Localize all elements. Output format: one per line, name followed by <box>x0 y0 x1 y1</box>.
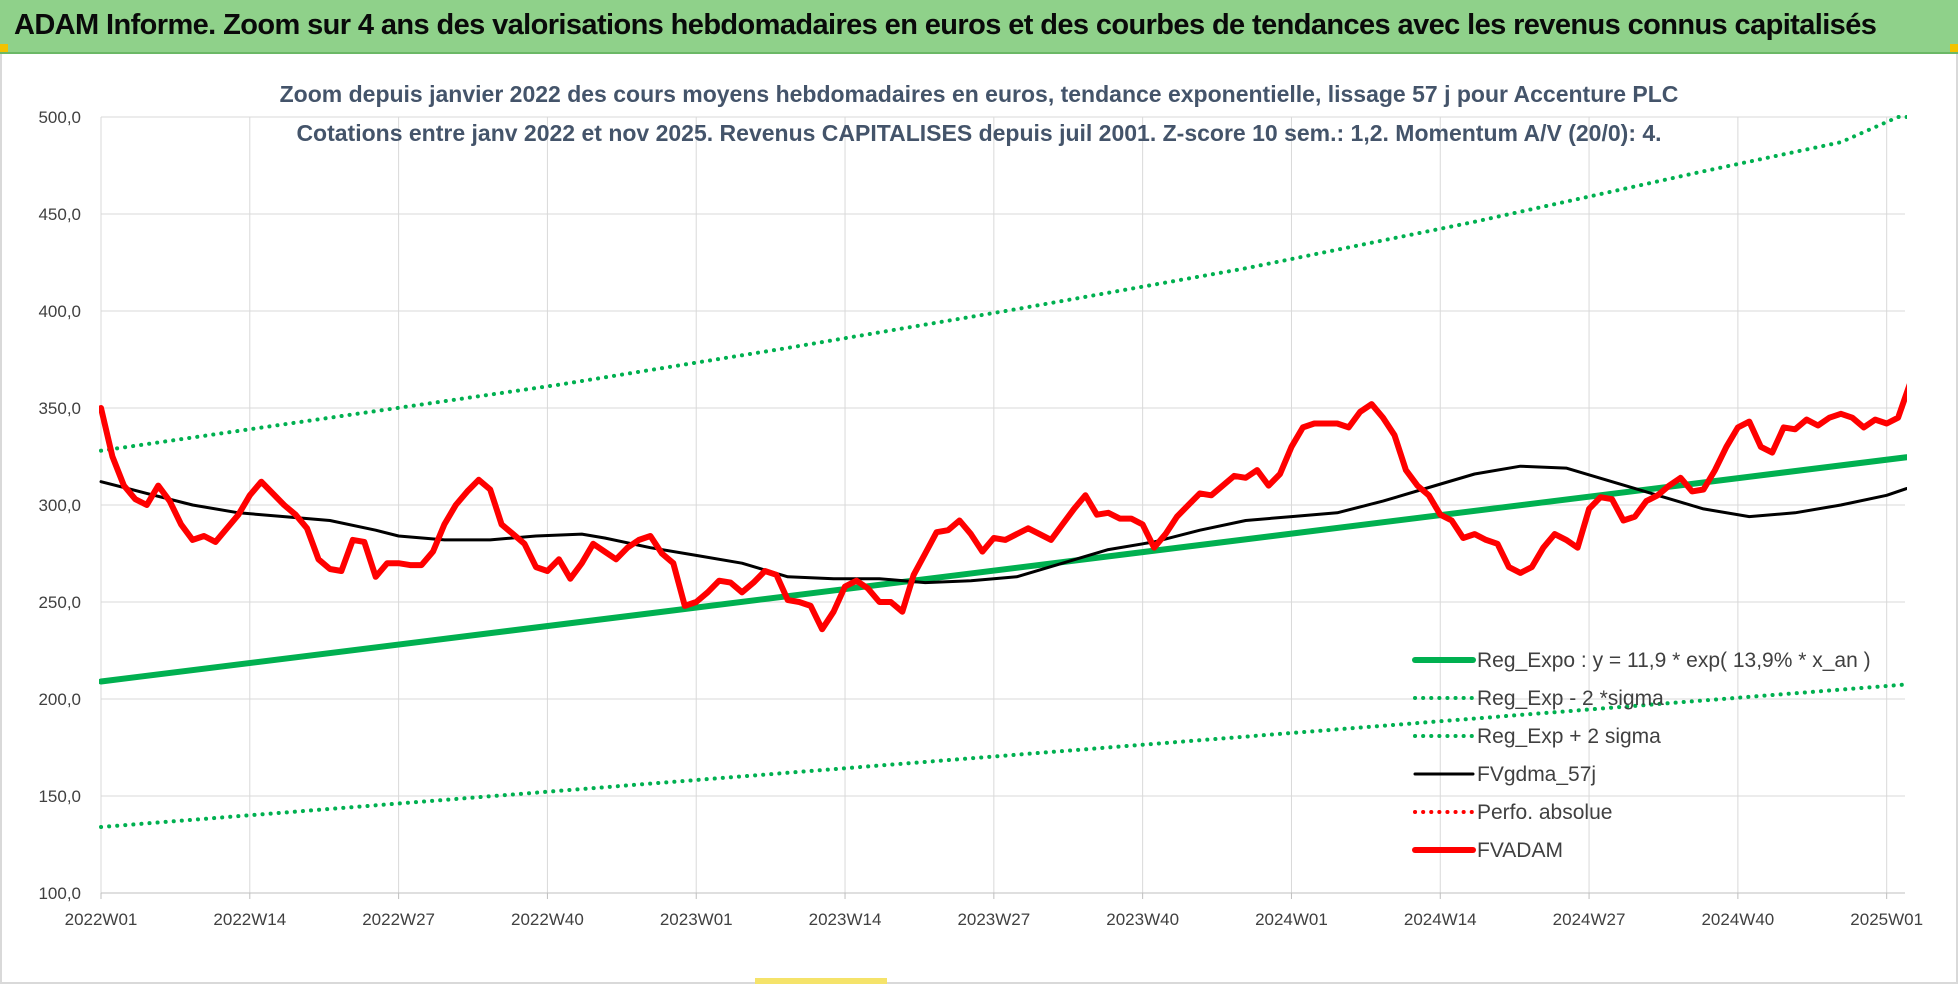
corner-marker-right <box>1950 44 1958 52</box>
legend-label: Reg_Expo : y = 11,9 * exp( 13,9% * x_an … <box>1477 649 1871 672</box>
x-tick-label: 2023W14 <box>809 910 882 929</box>
chart-title: Zoom depuis janvier 2022 des cours moyen… <box>280 81 1679 107</box>
page-title: ADAM Informe. Zoom sur 4 ans des valoris… <box>14 9 1877 41</box>
x-tick-label: 2022W40 <box>511 910 584 929</box>
x-axis-tick-labels: 2022W01 2022W14 2022W27 2022W40 2023W01 2023W… <box>65 910 1923 929</box>
x-tick-label: 2024W40 <box>1701 910 1774 929</box>
legend-label: FVADAM <box>1477 839 1563 862</box>
corner-marker-left <box>0 44 8 52</box>
legend-label: Reg_Exp - 2 *sigma <box>1477 687 1664 710</box>
y-tick-label: 500,0 <box>38 108 81 127</box>
chart-titles: Zoom depuis janvier 2022 des cours moyen… <box>280 81 1679 146</box>
y-tick-label: 400,0 <box>38 302 81 321</box>
x-tick-label: 2023W01 <box>660 910 733 929</box>
y-tick-label: 100,0 <box>38 884 81 903</box>
y-tick-label: 300,0 <box>38 496 81 515</box>
x-tick-label: 2024W27 <box>1553 910 1626 929</box>
x-tick-label: 2022W27 <box>362 910 435 929</box>
chart-subtitle: Cotations entre janv 2022 et nov 2025. R… <box>296 120 1661 146</box>
y-tick-label: 450,0 <box>38 205 81 224</box>
x-tick-label: 2023W27 <box>957 910 1030 929</box>
y-tick-label: 200,0 <box>38 690 81 709</box>
series-line-5 <box>99 383 1907 633</box>
bottom-marker <box>755 978 887 984</box>
y-tick-label: 250,0 <box>38 593 81 612</box>
y-tick-label: 350,0 <box>38 399 81 418</box>
x-tick-label: 2023W40 <box>1106 910 1179 929</box>
chart-legend: Reg_Expo : y = 11,9 * exp( 13,9% * x_an … <box>1412 649 1871 862</box>
x-tick-label: 2025W01 <box>1850 910 1923 929</box>
x-tick-label: 2022W01 <box>65 910 138 929</box>
y-axis-tick-labels: 100,0 150,0 200,0 250,0 300,0 350,0 400,0 450,0… <box>38 108 81 903</box>
title-bar: ADAM Informe. Zoom sur 4 ans des valoris… <box>0 0 1958 54</box>
y-tick-label: 150,0 <box>38 787 81 806</box>
legend-label: FVgdma_57j <box>1477 763 1596 786</box>
x-tick-label: 2024W14 <box>1404 910 1477 929</box>
legend-label: Perfo. absolue <box>1477 801 1612 824</box>
x-tick-label: 2024W01 <box>1255 910 1328 929</box>
series-line-1 <box>99 682 1907 829</box>
series-line-2 <box>99 115 1907 453</box>
series-line-0 <box>99 454 1907 685</box>
x-tick-label: 2022W14 <box>213 910 286 929</box>
legend-label: Reg_Exp + 2 sigma <box>1477 725 1661 748</box>
chart-series <box>99 115 1907 829</box>
gridlines <box>100 116 1905 899</box>
